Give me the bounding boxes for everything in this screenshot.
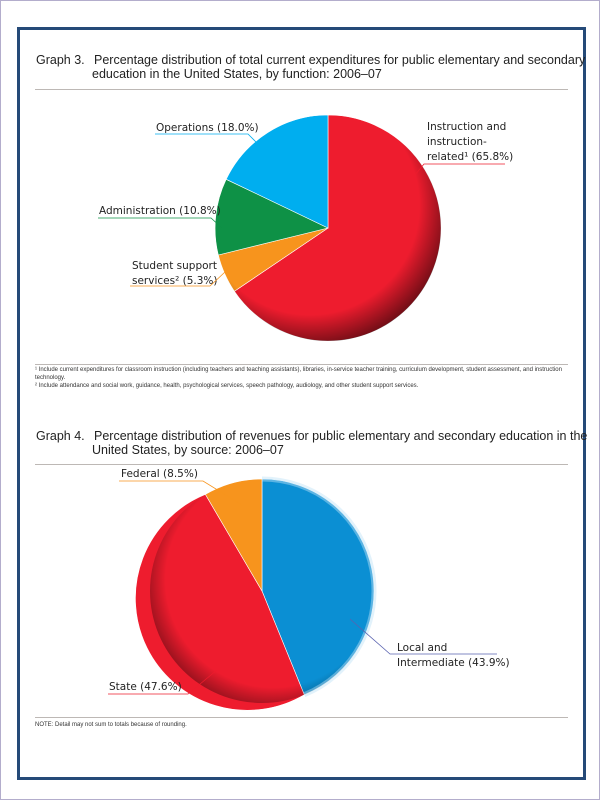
graph3-caption: Graph 3. Percentage distribution of total… — [36, 53, 585, 81]
graph4-title-line1: Percentage distribution of revenues for … — [94, 429, 588, 443]
graph4-label: Graph 4. — [36, 429, 85, 443]
graph4-labels: Federal (8.5%) Local and Intermediate (4… — [108, 468, 510, 695]
label-student-support-1: Student support — [132, 260, 217, 272]
label-federal: Federal (8.5%) — [121, 468, 198, 480]
label-local-1: Local and — [397, 642, 447, 654]
label-administration: Administration (10.8%) — [99, 205, 221, 217]
graph4-title-line2: United States, by source: 2006–07 — [92, 443, 284, 457]
graph4-top-rule — [35, 464, 568, 465]
graph4-bottom-rule — [35, 717, 568, 718]
label-student-support-2: services² (5.3%) — [132, 275, 218, 287]
label-state: State (47.6%) — [109, 681, 182, 693]
graph3-footnote-2: ² Include attendance and social work, gu… — [35, 383, 419, 389]
label-instruction-2: instruction- — [427, 136, 487, 148]
graph3-top-rule — [35, 89, 568, 90]
graph3-label: Graph 3. — [36, 53, 85, 67]
graph3-title-line1: Percentage distribution of total current… — [94, 53, 586, 67]
graph3-pie — [214, 114, 442, 342]
graph4-note: NOTE: Detail may not sum to totals becau… — [35, 722, 187, 728]
graph4-pie — [135, 476, 377, 711]
graph3-title-line2: education in the United States, by funct… — [92, 67, 382, 81]
content-frame — [17, 27, 586, 780]
graph4-caption: Graph 4. Percentage distribution of reven… — [36, 429, 587, 457]
graph3-footnote-1: ¹ Include current expenditures for class… — [35, 367, 562, 381]
label-instruction-3: related¹ (65.8%) — [427, 151, 513, 163]
graph3-labels: Instruction and instruction- related¹ (6… — [98, 121, 513, 287]
label-local-2: Intermediate (43.9%) — [397, 657, 510, 669]
graph3-bottom-rule — [35, 364, 568, 365]
label-instruction-1: Instruction and — [427, 121, 506, 133]
label-operations: Operations (18.0%) — [156, 122, 259, 134]
